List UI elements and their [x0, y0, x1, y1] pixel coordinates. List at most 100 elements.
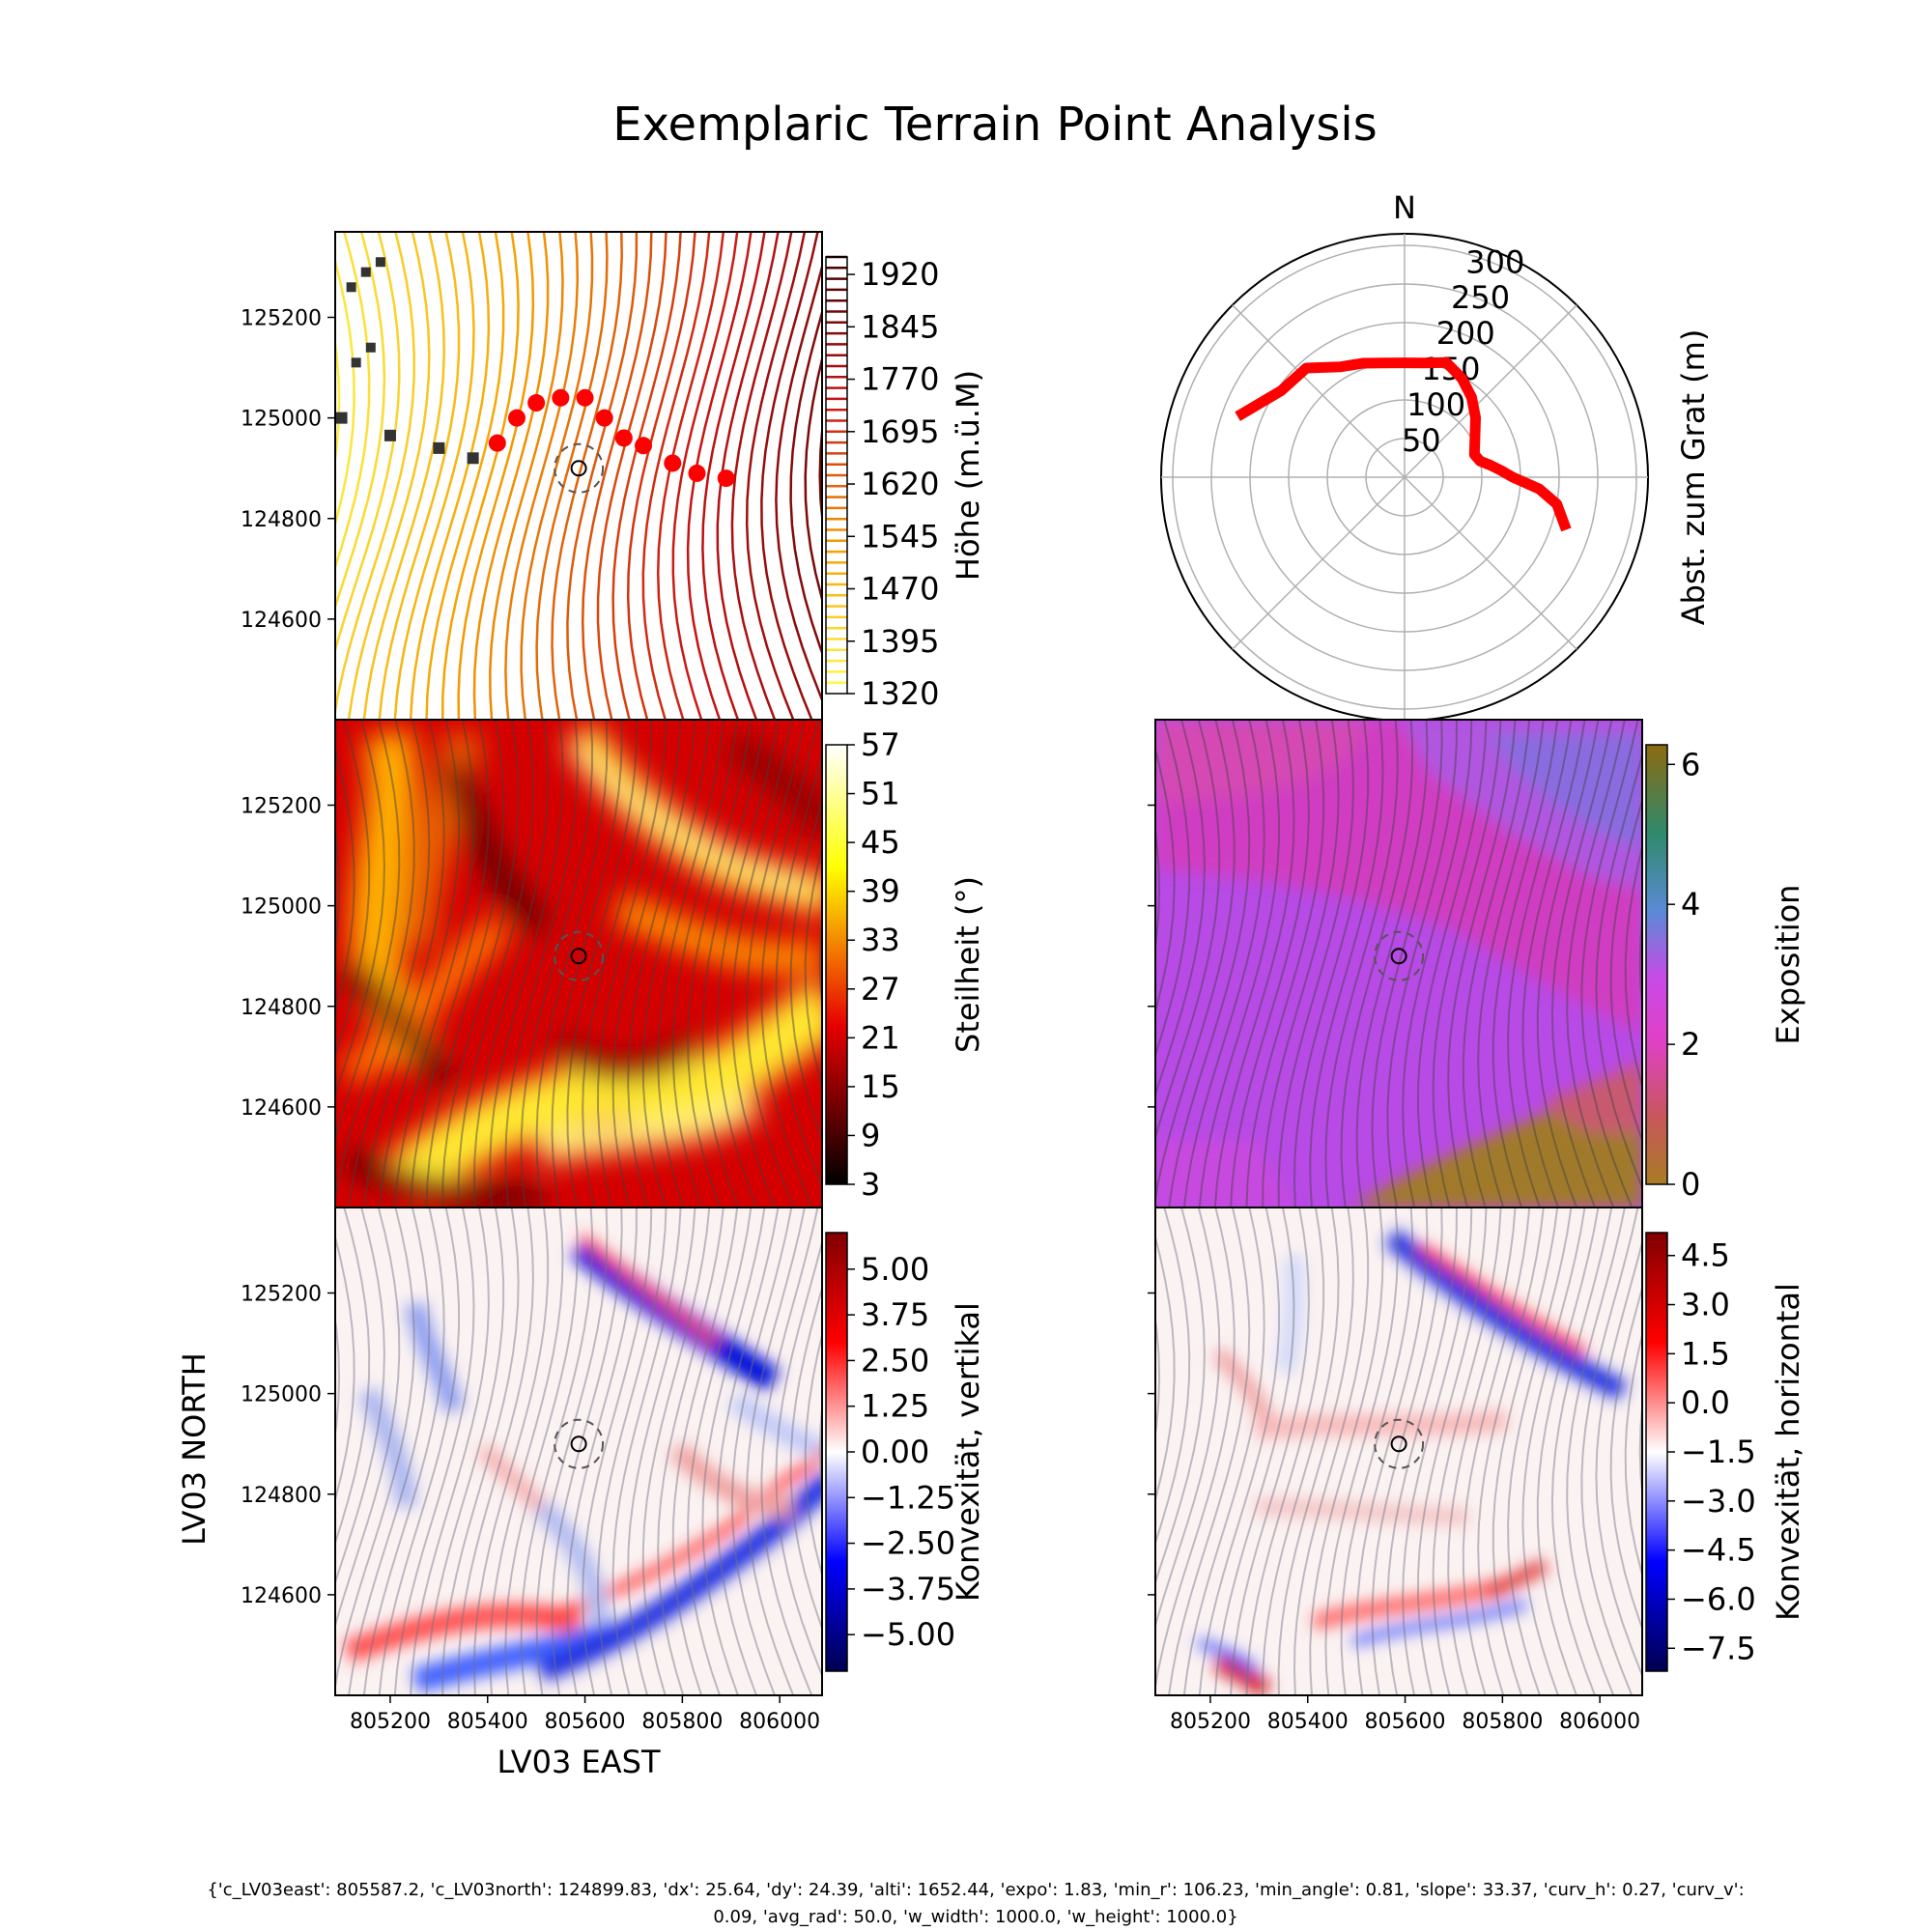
- contour-line: [730, 1208, 793, 1695]
- slope-y-ticks: 125200 125000 124800 124600: [241, 795, 335, 1121]
- colorbar-tick-label: 1.5: [1681, 1335, 1730, 1372]
- contour-line: [335, 1208, 415, 1692]
- polar-grid-spoke: [1404, 304, 1577, 478]
- contour-line: [627, 1208, 696, 1695]
- contour-line: [1182, 720, 1265, 1208]
- ridge-point: [507, 409, 526, 427]
- contour-line: [730, 720, 793, 1208]
- contour-line: [472, 232, 550, 720]
- slope-colorbar: 57 51 45 39 33 27 21 15 9 3 Steilheit (°): [825, 726, 986, 1203]
- contour-line: [1230, 1208, 1310, 1695]
- ridge-point: [664, 454, 682, 472]
- contour-line: [1492, 1208, 1559, 1695]
- contour-line: [457, 1208, 534, 1695]
- elevation-colorbar: 1920 1845 1770 1695 1620 1545 1470 1395 1320 Höhe…: [825, 255, 986, 712]
- contour-line: [1155, 720, 1191, 1059]
- contour-line: [1182, 1208, 1265, 1695]
- contour-line: [335, 720, 415, 1205]
- colorbar-tick-label: −1.5: [1681, 1434, 1756, 1470]
- ridge-point: [576, 388, 594, 407]
- contour-line: [1355, 1208, 1429, 1695]
- colorbar-tick-label: 1470: [861, 571, 939, 608]
- contour-line: [1550, 720, 1613, 1208]
- polar-grid-spoke: [1232, 476, 1406, 650]
- contour-line: [1245, 1208, 1325, 1695]
- contour-line: [489, 720, 564, 1208]
- contour-line: [1038, 1208, 1115, 1695]
- contour-line: [347, 232, 431, 720]
- colorbar-tick-label: 2.50: [861, 1342, 929, 1378]
- y-tick-label: 124800: [241, 508, 322, 532]
- colorbar-gradient: [1646, 1233, 1667, 1671]
- contour-line: [441, 720, 520, 1208]
- analysis-point-marker: [554, 442, 605, 494]
- horizontal-curvature-isolines: [1038, 1208, 1642, 1695]
- colorbar-tick-label: −2.50: [861, 1525, 955, 1562]
- colorbar-tick-label: 1320: [861, 675, 939, 712]
- contour-line: [1507, 720, 1573, 1208]
- colorbar-tick-label: 27: [861, 971, 900, 1008]
- point-marker: [1390, 948, 1407, 965]
- contour-line: [504, 1208, 579, 1695]
- contour-line: [535, 1208, 609, 1695]
- contour-line: [596, 1208, 668, 1695]
- polar-north-label: N: [1393, 189, 1416, 226]
- contour-line: [232, 1208, 309, 1695]
- colorbar-tick-label: 4: [1681, 886, 1700, 923]
- averaging-radius-circle: [554, 930, 605, 981]
- contour-line: [1155, 1208, 1221, 1630]
- contour-line: [1386, 1208, 1458, 1695]
- ridge-point: [433, 441, 445, 454]
- contour-line: [641, 720, 711, 1208]
- contour-line: [611, 1208, 682, 1695]
- contour-line: [582, 720, 653, 1208]
- polar-r-axis-label: Abst. zum Grat (m): [1675, 329, 1712, 626]
- ridge-point: [527, 394, 546, 412]
- polar-r-tick-label: 200: [1436, 315, 1495, 352]
- contour-line: [335, 720, 371, 1059]
- ridge-point: [351, 357, 361, 368]
- contour-line: [1669, 720, 1744, 1208]
- contour-line: [393, 1208, 475, 1695]
- contour-line: [1038, 720, 1115, 1208]
- contour-line: [596, 720, 668, 1208]
- contour-line: [1550, 1208, 1613, 1695]
- contour-line: [1521, 720, 1586, 1208]
- contour-line: [641, 232, 711, 720]
- polar-r-tick-label: 100: [1406, 386, 1465, 423]
- averaging-radius-circle: [554, 442, 605, 494]
- colorbar-tick-label: −1.25: [861, 1479, 955, 1516]
- y-tick-label: 125200: [241, 795, 322, 819]
- contour-line: [440, 232, 520, 720]
- vertical-curvature-colorbar: 5.00 3.75 2.50 1.25 0.00 −1.25 −2.50 −3.75 −5.00…: [825, 1232, 986, 1672]
- ridge-point: [635, 437, 653, 455]
- contour-line: [1309, 1208, 1384, 1695]
- contour-line: [1155, 1208, 1236, 1692]
- contour-line: [582, 1208, 653, 1695]
- contour-line: [362, 1208, 445, 1695]
- point-marker: [570, 948, 587, 965]
- contour-line: [671, 720, 739, 1208]
- colorbar-tick-label: −6.0: [1681, 1580, 1756, 1617]
- analysis-point-marker: [554, 1418, 605, 1469]
- contour-line: [1595, 751, 1642, 1190]
- colorbar-tick-label: 39: [861, 873, 900, 910]
- contour-line: [1462, 1208, 1531, 1695]
- contour-line: [335, 1313, 341, 1440]
- contour-line: [1168, 1208, 1251, 1695]
- contour-line: [671, 1208, 739, 1695]
- elevation-panel: 125200 125000 124800 124600 1920 1845 1770 169…: [241, 231, 986, 721]
- x-tick-label: 806000: [1559, 1710, 1640, 1734]
- ridge-point: [614, 429, 633, 447]
- contour-line: [611, 720, 682, 1208]
- colorbar-tick-label: 6: [1681, 746, 1700, 782]
- contour-line: [489, 232, 564, 720]
- colorbar-tick-label: −7.5: [1681, 1630, 1756, 1666]
- colorbar-label: Konvexität, horizontal: [1770, 1283, 1806, 1621]
- contour-line: [1309, 720, 1384, 1208]
- contour-line: [760, 232, 819, 720]
- y-tick-label: 124600: [241, 1584, 322, 1608]
- contour-line: [1066, 720, 1145, 1208]
- contour-line: [701, 720, 766, 1208]
- contour-line: [425, 232, 505, 720]
